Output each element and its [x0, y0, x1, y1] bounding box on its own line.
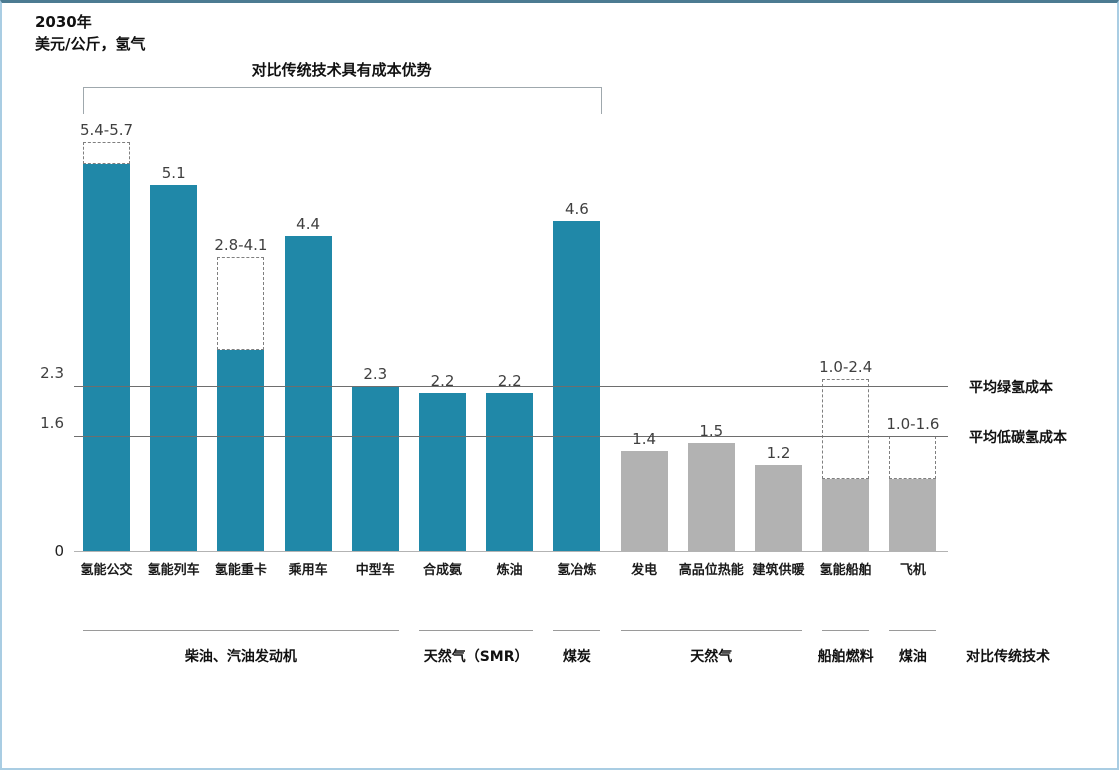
bar-9 [620, 450, 668, 551]
bar-range-dashed-3 [217, 257, 265, 351]
reference-line-label: 平均低碳氢成本 [969, 430, 1067, 447]
bar-value-label: 1.0-2.4 [819, 357, 873, 376]
y-axis-tick-label: 2.3 [40, 364, 64, 383]
x-axis-label: 飞机 [899, 563, 926, 578]
bar-11 [755, 464, 802, 551]
cost-advantage-bracket-label: 对比传统技术具有成本优势 [251, 61, 432, 79]
reference-line-1 [74, 386, 948, 388]
bar-4 [284, 235, 332, 551]
bar-12 [822, 479, 870, 551]
comparison-group-line-6 [889, 630, 937, 631]
comparison-group-line-1 [83, 630, 399, 631]
x-axis-label: 炼油 [496, 563, 523, 578]
bar-1 [83, 163, 130, 551]
bar-3 [217, 350, 265, 551]
comparison-group-line-4 [620, 630, 802, 631]
bar-value-label: 1.5 [699, 422, 724, 441]
bar-value-label: 1.0-1.6 [886, 415, 940, 434]
bar-value-label: 4.6 [564, 200, 589, 219]
x-axis-label: 建筑供暖 [752, 563, 805, 578]
bar-2 [150, 185, 198, 551]
comparison-group-line-5 [822, 630, 870, 631]
bar-value-label: 1.4 [632, 429, 657, 448]
comparison-group-line-2 [419, 630, 534, 631]
reference-line-2 [74, 436, 948, 438]
bar-value-label: 1.2 [766, 443, 791, 462]
bar-value-label: 4.4 [296, 214, 321, 233]
comparison-group-label: 煤油 [898, 649, 927, 665]
chart-unit-label: 美元/公斤，氢气 [35, 35, 146, 53]
x-axis-label: 乘用车 [288, 563, 328, 578]
y-axis-tick-label: 1.6 [40, 414, 64, 433]
bar-5 [351, 386, 399, 551]
x-axis-label: 氢能重卡 [214, 563, 267, 578]
chart-plot-area: 0 5.4-5.7 氢能公交 5.1 氢能列车 2.8-4.1 氢能重卡 4.4 乘用车 2.3 中… [2, 3, 1117, 768]
bar-range-dashed-13 [889, 436, 937, 480]
bar-6 [419, 393, 466, 551]
bar-10 [687, 443, 735, 551]
x-axis-label: 合成氨 [422, 563, 463, 578]
chart-title-year: 2030年 [35, 13, 92, 31]
x-axis-label: 氢能公交 [80, 563, 133, 578]
x-axis-label: 氢能列车 [147, 563, 200, 578]
comparison-group-label: 煤炭 [562, 649, 591, 665]
x-axis-label: 高品位热能 [678, 563, 744, 578]
bar-7 [486, 393, 534, 551]
comparison-group-label: 天然气 [690, 649, 733, 665]
cost-advantage-bracket [83, 87, 603, 114]
comparison-group-line-3 [553, 630, 601, 631]
comparison-group-label: 天然气（SMR） [423, 649, 529, 665]
reference-line-label: 平均绿氢成本 [969, 380, 1053, 397]
bar-value-label: 2.2 [497, 372, 522, 391]
comparison-group-label: 船舶燃料 [817, 649, 874, 665]
comparison-group-label: 柴油、汽油发动机 [184, 649, 297, 665]
x-axis-label: 氢能船舶 [819, 563, 872, 578]
x-axis-label: 发电 [631, 563, 658, 578]
x-axis-baseline [74, 551, 948, 552]
bar-value-label: 5.4-5.7 [79, 121, 134, 140]
x-axis-label: 氢冶炼 [557, 563, 597, 578]
bar-value-label: 2.3 [363, 365, 388, 384]
bar-range-dashed-1 [83, 142, 130, 164]
bar-value-label: 5.1 [161, 164, 186, 183]
bar-13 [889, 479, 937, 551]
bar-value-label: 2.2 [430, 372, 455, 391]
comparison-tech-footer-label: 对比传统技术 [966, 649, 1050, 665]
x-axis-label: 中型车 [355, 563, 395, 578]
bar-range-dashed-12 [822, 378, 870, 480]
y-axis-zero-label: 0 [54, 542, 64, 560]
bar-value-label: 2.8-4.1 [214, 236, 268, 255]
